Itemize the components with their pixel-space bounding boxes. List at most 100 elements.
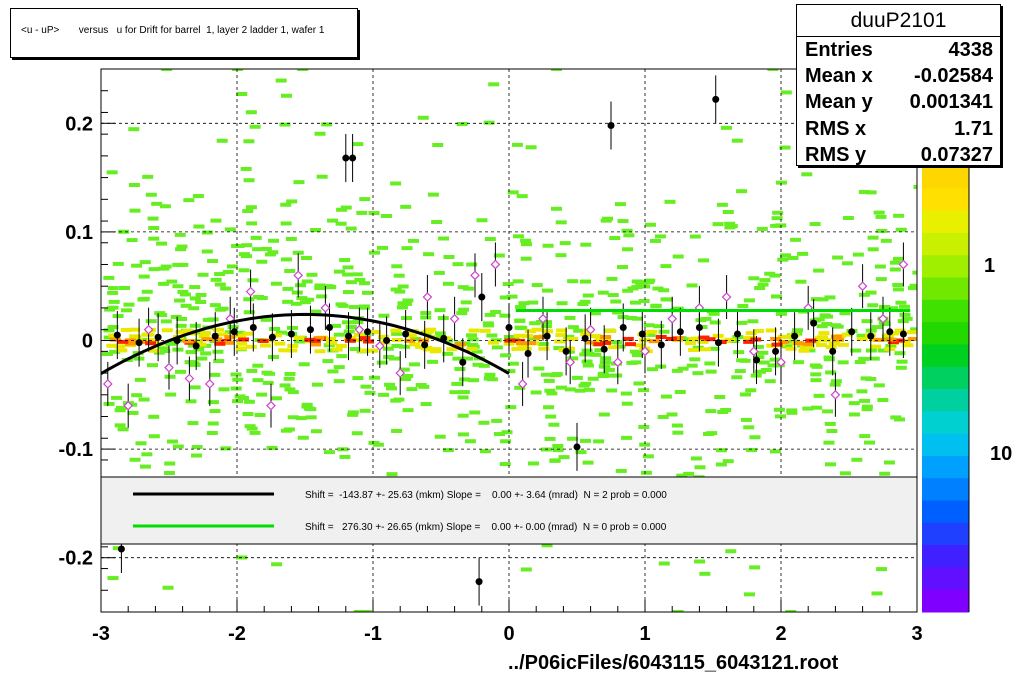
histogram-cell [581, 348, 593, 353]
histogram-cell [743, 592, 755, 597]
histogram-cell [902, 343, 914, 348]
histogram-cell [520, 567, 532, 572]
histogram-cell [378, 334, 390, 339]
histogram-cell [177, 289, 189, 294]
histogram-cell [161, 69, 173, 71]
histogram-cell [650, 303, 662, 308]
histogram-cell [197, 272, 209, 277]
profile-point-filled [562, 347, 570, 355]
histogram-cell [234, 394, 246, 399]
histogram-cell [382, 346, 394, 351]
profile-point-filled [192, 342, 200, 350]
histogram-cell [415, 344, 427, 349]
histogram-cell [780, 90, 792, 95]
histogram-cell [790, 237, 802, 242]
histogram-cell [624, 342, 636, 347]
histogram-cell [490, 310, 502, 315]
profile-point-filled [113, 331, 121, 339]
histogram-cell [189, 296, 201, 301]
histogram-cell [185, 350, 197, 355]
histogram-cell [754, 286, 766, 291]
histogram-cell [214, 282, 226, 287]
profile-point-filled [345, 332, 353, 340]
histogram-cell [107, 325, 119, 330]
fit-curve [101, 312, 510, 375]
histogram-cell [220, 446, 232, 451]
histogram-cell [734, 369, 746, 374]
histogram-cell [148, 226, 160, 231]
histogram-cell [422, 329, 434, 334]
histogram-cell [585, 340, 597, 345]
histogram-cell [606, 276, 618, 281]
histogram-cell [114, 408, 126, 413]
profile-point-filled [600, 345, 608, 353]
histogram-cell [491, 418, 503, 423]
histogram-cell [333, 379, 345, 384]
histogram-cell [638, 388, 650, 393]
histogram-cell [851, 457, 863, 462]
profile-point-filled [607, 121, 615, 129]
histogram-cell [213, 359, 225, 364]
histogram-cell [282, 299, 294, 304]
histogram-cell [689, 357, 701, 362]
histogram-cell [893, 287, 905, 292]
histogram-cell [275, 78, 287, 83]
histogram-cell [398, 367, 410, 372]
histogram-cell [279, 383, 291, 388]
histogram-cell [486, 333, 498, 338]
histogram-cell [314, 286, 326, 291]
histogram-cell [499, 295, 511, 300]
histogram-cell [384, 382, 396, 387]
histogram-cell [148, 267, 160, 272]
histogram-cell [145, 341, 157, 346]
histogram-cell [712, 222, 724, 227]
histogram-cell [185, 399, 197, 404]
histogram-cell [418, 384, 430, 389]
histogram-cell [252, 363, 264, 368]
profile-point-open [320, 303, 331, 313]
histogram-cell [216, 138, 228, 143]
histogram-cell [430, 347, 442, 352]
histogram-cell [873, 210, 885, 215]
histogram-cell [164, 374, 176, 379]
histogram-cell [468, 378, 480, 383]
histogram-cell [214, 307, 226, 312]
histogram-cell [644, 222, 656, 227]
histogram-cell [722, 210, 734, 215]
histogram-cell [106, 343, 118, 348]
histogram-cell [689, 234, 701, 239]
histogram-cell [747, 319, 759, 324]
histogram-cell [544, 436, 556, 441]
histogram-cell [209, 372, 221, 377]
histogram-cell [622, 247, 634, 252]
histogram-cell [230, 386, 242, 391]
stat-label: Mean x [805, 65, 873, 87]
histogram-cell [511, 346, 523, 351]
profile-point-open [354, 324, 365, 335]
histogram-cell [336, 354, 348, 359]
histogram-cell [141, 452, 153, 457]
histogram-cell [878, 320, 890, 325]
histogram-cell [108, 299, 120, 304]
histogram-cell [737, 303, 749, 308]
histogram-cell [756, 226, 768, 231]
histogram-cell [629, 349, 641, 354]
histogram-cell [396, 305, 408, 310]
histogram-cell [183, 198, 195, 203]
histogram-cell [754, 369, 766, 374]
histogram-cell [359, 336, 371, 341]
histogram-cell [420, 315, 432, 320]
profile-point-filled [573, 443, 581, 451]
x-tick-label: 0 [503, 623, 514, 645]
histogram-cell [543, 378, 555, 383]
profile-point-filled [325, 323, 333, 331]
histogram-cell [394, 289, 406, 294]
histogram-cell [499, 462, 511, 467]
histogram-cell [165, 392, 177, 397]
histogram-cell [207, 421, 219, 426]
histogram-cell [359, 408, 371, 413]
histogram-cell [431, 220, 443, 225]
histogram-cell [551, 69, 563, 71]
x-tick-label: 1 [639, 623, 650, 645]
